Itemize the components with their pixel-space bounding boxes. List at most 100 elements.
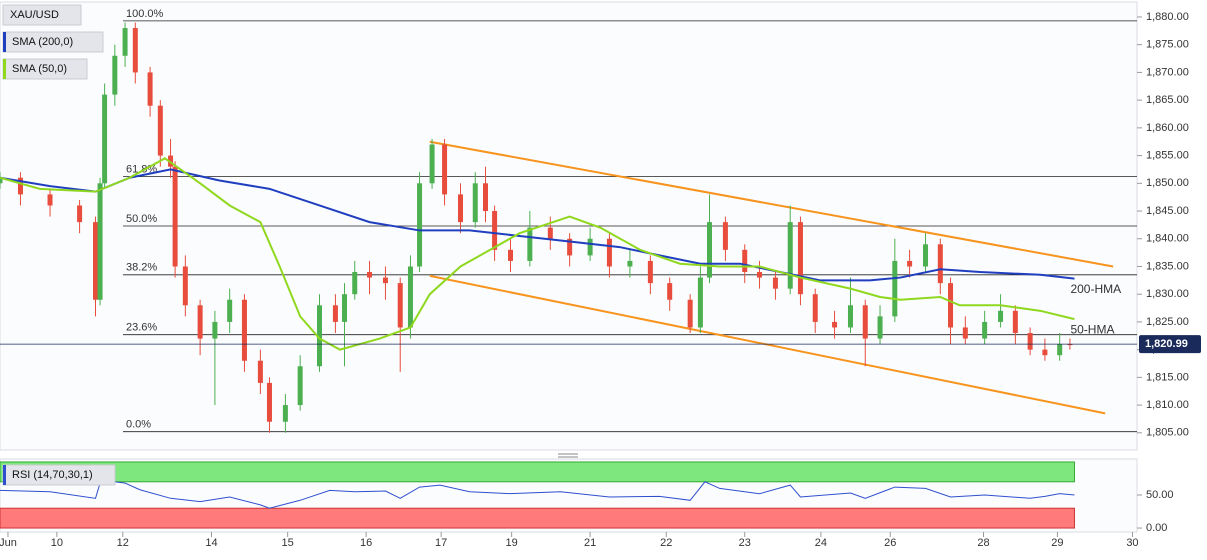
candle-body [316,305,322,367]
x-tick-label: 21 [584,537,596,549]
candle-body [687,299,693,328]
candle-body [122,28,128,56]
candle-body [1042,349,1048,356]
x-tick-label: 23 [739,537,751,549]
legend-entry: SMA (200,0) [12,36,73,48]
plot-layer: 1,805.001,810.001,815.001,820.001,825.00… [0,8,1201,549]
fib-label: 23.6% [126,322,157,334]
x-tick-label: 30 [1126,537,1138,549]
candle-body [587,238,593,256]
legend-swatch [3,59,6,79]
candle-body [722,222,728,250]
rsi-line [0,481,1075,509]
candle-body [382,277,388,284]
y-tick-label: 1,810.00 [1146,399,1189,411]
candle-body [297,366,303,406]
fib-label: 100.0% [126,8,164,20]
x-tick-label: 28 [977,537,989,549]
candle-body [266,382,272,422]
legend: XAU/USD SMA (200,0) SMA (50,0) [2,4,104,80]
y-tick-label: 1,805.00 [1146,427,1189,439]
candle-body [47,194,53,206]
candle-body [1012,310,1018,334]
legend-swatch [3,465,6,485]
fib-label: 38.2% [126,262,157,274]
candle-body [367,272,373,278]
candle-body [112,55,118,95]
legend-swatch [3,32,6,52]
candle-body [342,294,348,322]
candle-body [1057,344,1063,356]
x-tick-label: 16 [360,537,372,549]
candle-body [647,260,653,284]
candle-body [429,144,435,184]
oversold-zone [0,507,1075,529]
candle-body [97,183,103,300]
x-tick-label: 15 [282,537,294,549]
ma-label: 50-HMA [1070,322,1114,336]
candle-body [1027,333,1033,350]
candle-body [457,194,463,223]
candle-body [172,166,178,267]
y-tick-label: 1,880.00 [1146,11,1189,23]
candle-body [168,155,174,167]
legend-entry: RSI (14,70,30,1) [12,469,93,481]
candle-body [332,305,338,322]
ma-label: 200-HMA [1070,282,1121,296]
channel-line [429,140,1114,268]
candle-body [282,405,288,422]
candle-body [787,222,793,289]
x-tick-label: 29 [1051,537,1063,549]
y-tick-label: 50.00 [1146,489,1174,501]
channel-line [429,274,1106,415]
y-tick-label: 1,845.00 [1146,205,1189,217]
candle-body [892,260,898,317]
candle-body [772,277,778,289]
y-tick-label: 1,815.00 [1146,371,1189,383]
candle-body [982,321,988,339]
candle-body [0,177,3,184]
ma-line [0,157,1075,351]
candle-body [257,360,263,383]
candle-body [77,205,83,223]
y-tick-label: 1,850.00 [1146,177,1189,189]
candle-body [757,272,763,278]
candle-body [962,327,968,339]
candle-body [567,238,573,256]
candle-body [407,266,413,328]
candle-body [547,227,553,239]
ma-line [0,168,1075,282]
y-tick-label: 0.00 [1146,522,1167,534]
candle-body [442,144,448,195]
candle-body [797,222,803,295]
x-tick-label: 22 [660,537,672,549]
candle-body [907,260,913,267]
candle-body [877,316,883,339]
candle-body [923,244,929,267]
candle-body [948,283,954,328]
candle-body [397,283,403,328]
x-tick-label: 26 [884,537,896,549]
rsi-legend: RSI (14,70,30,1) [2,464,116,486]
y-tick-label: 1,830.00 [1146,288,1189,300]
candle-body [472,183,478,223]
fib-label: 50.0% [126,213,157,225]
candle-body [847,305,853,328]
candle-body [212,321,218,339]
candle-body [832,321,838,328]
candle-body [132,28,138,73]
legend-box[interactable] [2,4,82,26]
y-tick-label: 1,860.00 [1146,122,1189,134]
candle-body [227,299,233,322]
x-tick-label: 12 [117,537,129,549]
y-tick-label: 1,855.00 [1146,149,1189,161]
y-tick-label: 1,870.00 [1146,66,1189,78]
candle-body [102,94,108,184]
candle-body [697,277,703,328]
candle-body [862,305,868,339]
candle-body [937,244,943,284]
x-tick-label: 24 [815,537,827,549]
x-tick-label: 14 [205,537,217,549]
candle-body [197,305,203,339]
